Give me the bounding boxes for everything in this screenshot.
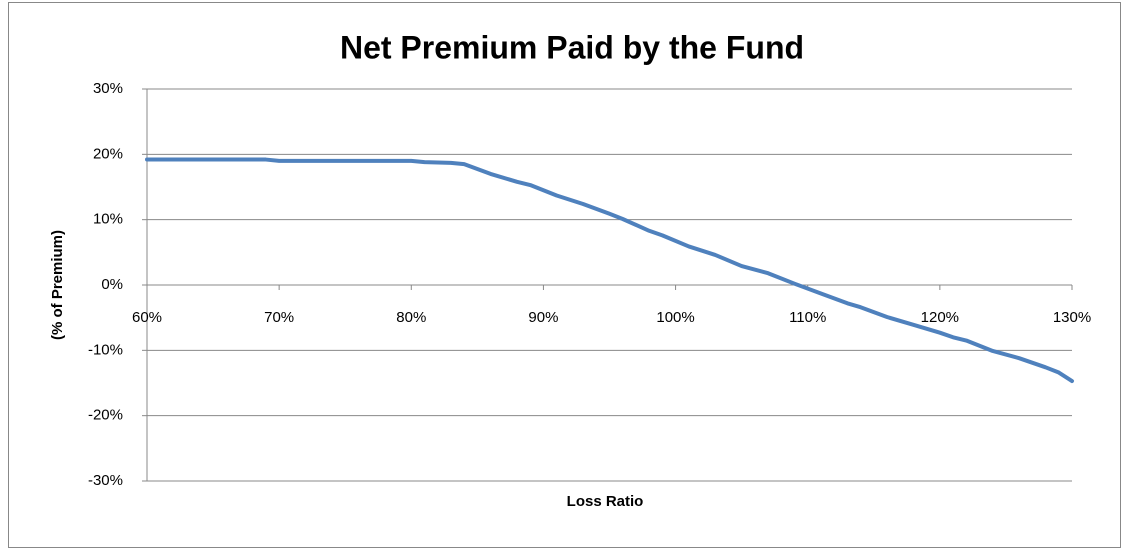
x-tick-label: 100% <box>656 309 694 326</box>
y-tick-label: 0% <box>101 276 123 293</box>
x-axis-title: Loss Ratio <box>567 493 644 510</box>
x-tick-label: 70% <box>264 309 294 326</box>
y-tick-label: -30% <box>88 472 123 489</box>
y-tick-label: -20% <box>88 407 123 424</box>
y-tick-label: 10% <box>93 211 123 228</box>
x-tick-label: 60% <box>132 309 162 326</box>
chart-border <box>8 2 1121 548</box>
data-line <box>145 157 1074 384</box>
chart-title: Net Premium Paid by the Fund <box>340 29 804 65</box>
y-tick-label: -10% <box>88 341 123 358</box>
x-tick-label: 90% <box>528 309 558 326</box>
y-axis-title: (% of Premium) <box>49 230 66 340</box>
x-tick-label: 120% <box>921 309 959 326</box>
x-tick-label: 110% <box>789 309 826 326</box>
y-tick-label: 30% <box>93 80 123 97</box>
y-tick-label: 20% <box>93 145 123 162</box>
x-tick-label: 80% <box>396 309 426 326</box>
x-tick-label: 130% <box>1053 309 1091 326</box>
